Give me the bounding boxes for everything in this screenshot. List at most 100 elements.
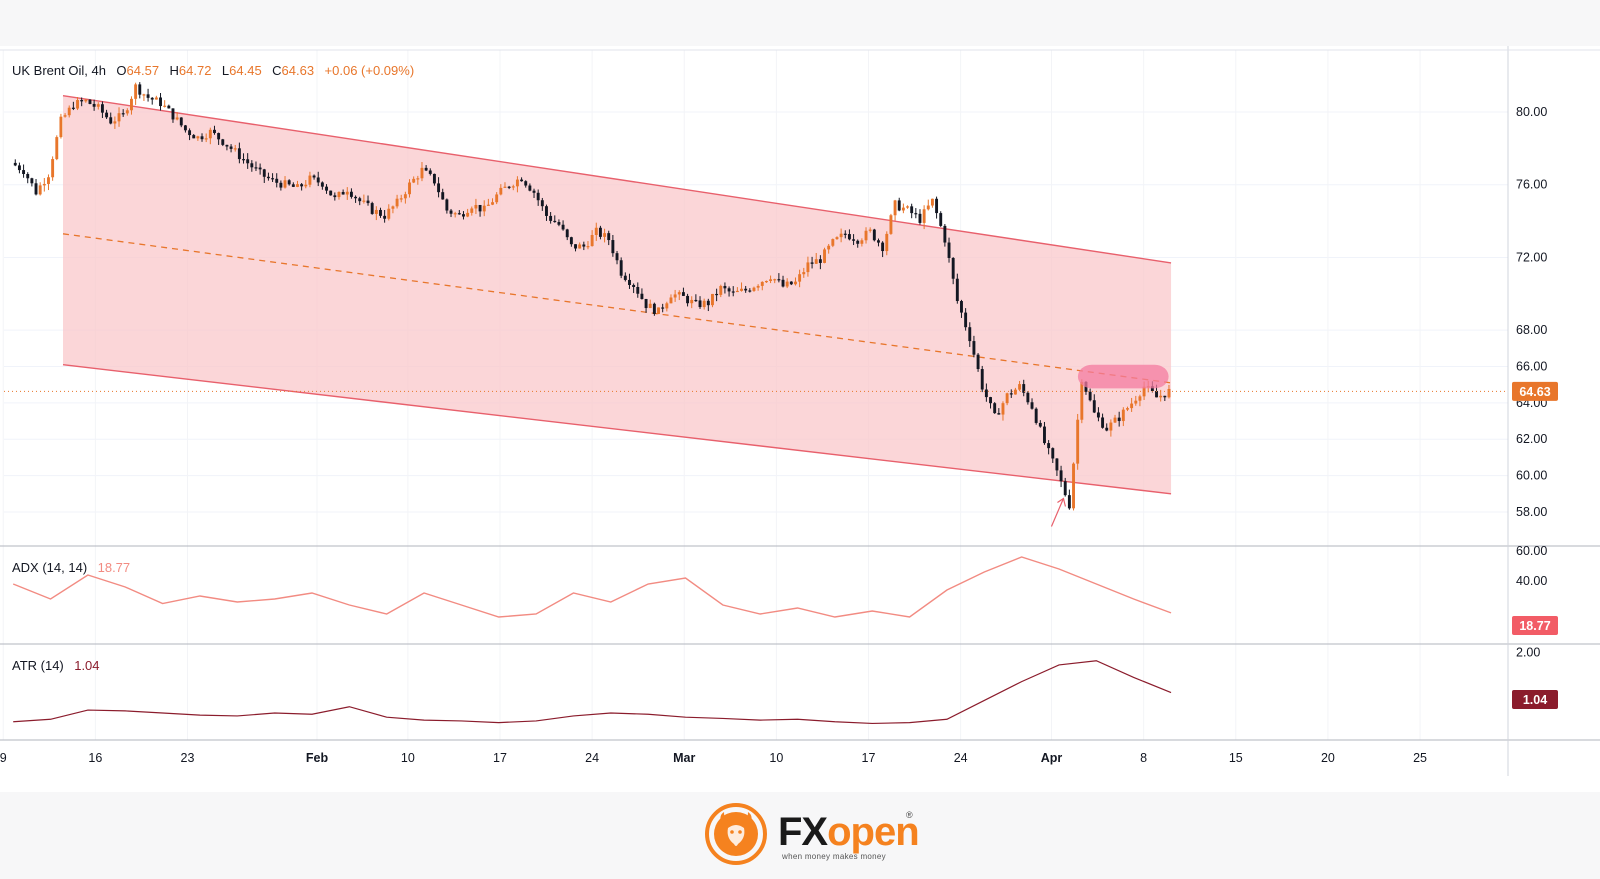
candle bbox=[872, 228, 876, 242]
candle-body bbox=[474, 204, 478, 209]
candle bbox=[437, 177, 441, 198]
candle-body bbox=[445, 199, 449, 211]
candle bbox=[1138, 394, 1142, 407]
candle-body bbox=[590, 235, 594, 247]
candle bbox=[445, 198, 449, 214]
candle-body bbox=[275, 178, 279, 183]
candle-body bbox=[976, 354, 980, 370]
candle bbox=[881, 241, 885, 258]
adx-tick-label: 60.00 bbox=[1516, 544, 1547, 558]
candle-body bbox=[109, 117, 113, 124]
candle-body bbox=[723, 285, 727, 289]
candle-body bbox=[594, 227, 598, 236]
candle-body bbox=[38, 185, 42, 195]
candle bbox=[814, 252, 818, 264]
candle-body bbox=[814, 259, 818, 264]
candle bbox=[125, 108, 129, 116]
candle bbox=[1063, 477, 1067, 497]
candle-body bbox=[55, 137, 59, 160]
candle-body bbox=[648, 303, 652, 309]
candle-body bbox=[511, 186, 515, 188]
candle-body bbox=[798, 274, 802, 282]
last-price-badge-text: 64.63 bbox=[1519, 385, 1550, 399]
candle bbox=[818, 255, 822, 270]
candle bbox=[237, 142, 241, 164]
candle bbox=[955, 273, 959, 304]
candle-body bbox=[150, 97, 154, 100]
adx-line bbox=[12, 556, 1172, 618]
candle-body bbox=[628, 279, 631, 285]
candles bbox=[13, 82, 1171, 511]
candle-body bbox=[395, 198, 399, 207]
channel-fill bbox=[63, 95, 1172, 494]
candle-body bbox=[1034, 408, 1038, 423]
candle-body bbox=[835, 237, 839, 240]
chart-canvas[interactable]: 84.0080.0076.0072.0068.0066.0064.0062.00… bbox=[0, 46, 1600, 792]
candle bbox=[744, 285, 748, 293]
candle-body bbox=[619, 260, 623, 276]
candle-body bbox=[412, 178, 416, 183]
candle bbox=[893, 199, 897, 221]
legend-l-label: L bbox=[222, 63, 229, 78]
candle bbox=[752, 286, 756, 292]
date-tick-label: Mar bbox=[673, 751, 695, 765]
legend-o-label: O bbox=[116, 63, 126, 78]
candle-body bbox=[416, 178, 420, 180]
candle-body bbox=[341, 191, 345, 195]
candle bbox=[171, 108, 175, 123]
candle bbox=[652, 302, 656, 316]
candle bbox=[930, 198, 934, 208]
candle bbox=[578, 242, 582, 249]
legend-c-value: 64.63 bbox=[282, 63, 315, 78]
candle bbox=[320, 181, 324, 190]
candle-body bbox=[441, 192, 445, 200]
candle bbox=[1043, 421, 1046, 445]
candle-body bbox=[827, 245, 831, 250]
candle bbox=[150, 97, 154, 105]
candle bbox=[794, 277, 797, 286]
candle bbox=[34, 179, 38, 196]
candle-body bbox=[586, 246, 590, 248]
candle-body bbox=[661, 307, 665, 309]
candle-body bbox=[258, 167, 262, 170]
candle bbox=[777, 273, 781, 283]
candle-body bbox=[744, 288, 748, 291]
candle-body bbox=[403, 194, 407, 199]
candle-body bbox=[860, 240, 864, 244]
candle bbox=[553, 215, 557, 223]
candle-body bbox=[183, 125, 187, 131]
candle bbox=[233, 144, 237, 152]
candle bbox=[287, 179, 291, 186]
candle-body bbox=[374, 209, 378, 214]
candle bbox=[13, 159, 17, 167]
candle bbox=[868, 227, 872, 233]
candle-body bbox=[677, 292, 681, 295]
candle-body bbox=[495, 194, 499, 203]
candle-body bbox=[229, 146, 233, 149]
candle bbox=[159, 92, 162, 111]
candle-body bbox=[1159, 395, 1163, 398]
candle-body bbox=[528, 185, 532, 191]
candle-body bbox=[92, 103, 96, 107]
candle-body bbox=[345, 191, 349, 195]
fxopen-logo[interactable]: FXopen ® when money makes money bbox=[700, 800, 940, 870]
candle bbox=[540, 197, 544, 211]
legend-change: +0.06 (+0.09%) bbox=[325, 63, 415, 78]
candle-body bbox=[897, 200, 901, 211]
candle bbox=[1163, 395, 1167, 401]
candle bbox=[142, 93, 146, 101]
candle bbox=[997, 408, 1001, 415]
candle bbox=[719, 284, 723, 298]
candle-body bbox=[752, 287, 756, 291]
date-tick-label: 20 bbox=[1321, 751, 1335, 765]
candle-body bbox=[984, 389, 988, 398]
candle bbox=[607, 230, 611, 246]
candle bbox=[1001, 401, 1005, 421]
candle-body bbox=[113, 121, 117, 124]
candle-body bbox=[910, 206, 914, 214]
candle-body bbox=[138, 84, 142, 95]
candle bbox=[1088, 388, 1092, 402]
candle bbox=[686, 293, 690, 307]
candle bbox=[337, 191, 341, 200]
candle-body bbox=[1105, 427, 1109, 431]
